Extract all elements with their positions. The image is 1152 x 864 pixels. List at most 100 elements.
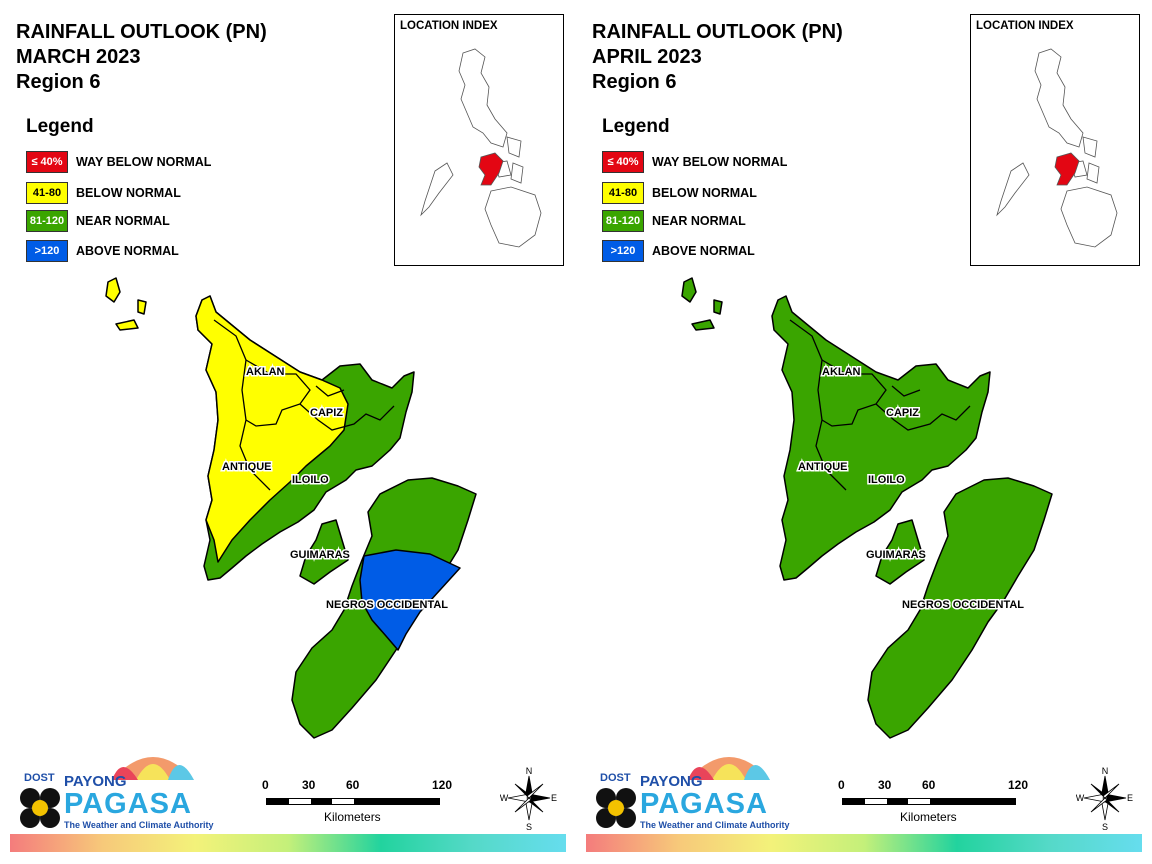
umbrella-icon xyxy=(688,757,770,780)
title-line-3: Region 6 xyxy=(16,71,101,93)
province-label-capiz: CAPIZ xyxy=(310,407,343,419)
scale-bar-graphic xyxy=(266,798,440,805)
logo-payong-text: PAYONG xyxy=(64,773,127,790)
compass-rose-icon: N S W E xyxy=(500,766,557,832)
location-index: LOCATION INDEX xyxy=(970,14,1140,266)
philippines-inset-map xyxy=(996,48,1118,248)
scale-tick: 30 xyxy=(302,778,316,792)
compass-n: N xyxy=(1102,766,1109,776)
legend-label: NEAR NORMAL xyxy=(76,214,170,228)
map-title: RAINFALL OUTLOOK (PN) APRIL 2023 Region … xyxy=(592,20,843,95)
scale-unit-label: Kilometers xyxy=(324,810,381,824)
pagasa-logo: DOST PAYONG PAGASA The Weather and Clima… xyxy=(592,740,790,832)
legend-label: ABOVE NORMAL xyxy=(652,244,755,258)
negros-above-normal-area xyxy=(359,549,461,651)
footer-gradient-bar xyxy=(10,834,566,852)
province-label-aklan: AKLAN xyxy=(822,366,861,378)
scale-tick: 60 xyxy=(922,778,936,792)
title-line-1: RAINFALL OUTLOOK (PN) xyxy=(592,21,843,43)
province-label-iloilo: ILOILO xyxy=(292,474,329,486)
legend-swatch: ≤ 40% xyxy=(602,151,644,173)
legend-item-above: >120 ABOVE NORMAL xyxy=(602,239,755,263)
map-title: RAINFALL OUTLOOK (PN) MARCH 2023 Region … xyxy=(16,20,267,95)
logo-pagasa-text: PAGASA xyxy=(64,788,192,820)
philippines-inset-map xyxy=(420,48,542,248)
compass-s: S xyxy=(526,822,532,832)
legend-swatch: 41-80 xyxy=(26,182,68,204)
compass-w: W xyxy=(500,793,509,803)
legend-label: WAY BELOW NORMAL xyxy=(76,155,212,169)
title-line-2: MARCH 2023 xyxy=(16,46,141,68)
legend-item-near: 81-120 NEAR NORMAL xyxy=(26,209,170,233)
scale-tick: 0 xyxy=(262,778,269,792)
compass-w: W xyxy=(1076,793,1085,803)
location-index-title: LOCATION INDEX xyxy=(400,20,498,32)
province-label-antique: ANTIQUE xyxy=(222,461,272,473)
legend-title: Legend xyxy=(26,116,94,137)
scale-tick: 30 xyxy=(878,778,892,792)
location-index-title: LOCATION INDEX xyxy=(976,20,1074,32)
legend-item-below: 41-80 BELOW NORMAL xyxy=(602,181,757,205)
province-label-aklan: AKLAN xyxy=(246,366,285,378)
logo-payong-text: PAYONG xyxy=(640,773,703,790)
scale-bar: 0 30 60 120 Kilometers xyxy=(262,778,466,828)
legend-item-below: 41-80 BELOW NORMAL xyxy=(26,181,181,205)
province-label-guimaras: GUIMARAS xyxy=(866,549,926,561)
guimaras-island xyxy=(875,519,925,585)
outlook-panel-march: RAINFALL OUTLOOK (PN) MARCH 2023 Region … xyxy=(10,14,566,852)
legend-label: NEAR NORMAL xyxy=(652,214,746,228)
compass-s: S xyxy=(1102,822,1108,832)
legend-item-above: >120 ABOVE NORMAL xyxy=(26,239,179,263)
legend-swatch: 81-120 xyxy=(26,210,68,232)
logo-pagasa-text: PAGASA xyxy=(640,788,768,820)
pagasa-logo: DOST PAYONG PAGASA The Weather and Clima… xyxy=(16,740,214,832)
scale-bar: 0 30 60 120 Kilometers xyxy=(838,778,1042,828)
scale-unit-label: Kilometers xyxy=(900,810,957,824)
region-6-map: AKLAN CAPIZ ANTIQUE ILOILO GUIMARAS NEGR… xyxy=(681,277,1053,739)
compass-e: E xyxy=(1127,793,1133,803)
title-line-1: RAINFALL OUTLOOK (PN) xyxy=(16,21,267,43)
scale-tick: 60 xyxy=(346,778,360,792)
province-label-negros-occidental: NEGROS OCCIDENTAL xyxy=(902,599,1024,611)
legend-label: BELOW NORMAL xyxy=(76,186,181,200)
scale-tick: 0 xyxy=(838,778,845,792)
umbrella-icon xyxy=(112,757,194,780)
scale-bar-graphic xyxy=(842,798,1016,805)
scale-tick: 120 xyxy=(432,778,453,792)
legend-swatch: ≤ 40% xyxy=(26,151,68,173)
logo-dost-text: DOST xyxy=(24,772,55,784)
legend-swatch: >120 xyxy=(602,240,644,262)
location-index: LOCATION INDEX xyxy=(394,14,564,266)
legend-label: WAY BELOW NORMAL xyxy=(652,155,788,169)
logo-dost-text: DOST xyxy=(600,772,631,784)
legend-item-near: 81-120 NEAR NORMAL xyxy=(602,209,746,233)
legend-item-way-below: ≤ 40% WAY BELOW NORMAL xyxy=(26,150,211,174)
title-line-2: APRIL 2023 xyxy=(592,46,702,68)
logo-tagline: The Weather and Climate Authority xyxy=(64,820,214,830)
legend-swatch: 41-80 xyxy=(602,182,644,204)
legend-label: BELOW NORMAL xyxy=(652,186,757,200)
province-label-antique: ANTIQUE xyxy=(798,461,848,473)
antique-aklan-capiz xyxy=(195,295,349,563)
legend-item-way-below: ≤ 40% WAY BELOW NORMAL xyxy=(602,150,787,174)
compass-n: N xyxy=(526,766,533,776)
footer-gradient-bar xyxy=(586,834,1142,852)
compass-e: E xyxy=(551,793,557,803)
negros-island xyxy=(867,477,1053,739)
compass-rose-icon: N S W E xyxy=(1076,766,1133,832)
province-label-negros-occidental: NEGROS OCCIDENTAL xyxy=(326,599,448,611)
legend-title: Legend xyxy=(602,116,670,137)
province-label-guimaras: GUIMARAS xyxy=(290,549,350,561)
province-label-iloilo: ILOILO xyxy=(868,474,905,486)
dost-emblem-icon xyxy=(596,788,636,828)
legend-swatch: >120 xyxy=(26,240,68,262)
title-line-3: Region 6 xyxy=(592,71,677,93)
outlook-panel-april: RAINFALL OUTLOOK (PN) APRIL 2023 Region … xyxy=(576,0,1152,864)
scale-tick: 120 xyxy=(1008,778,1029,792)
legend-label: ABOVE NORMAL xyxy=(76,244,179,258)
province-label-capiz: CAPIZ xyxy=(886,407,919,419)
logo-tagline: The Weather and Climate Authority xyxy=(640,820,790,830)
guimaras-island xyxy=(299,519,349,585)
dost-emblem-icon xyxy=(20,788,60,828)
panay-island xyxy=(771,295,991,581)
